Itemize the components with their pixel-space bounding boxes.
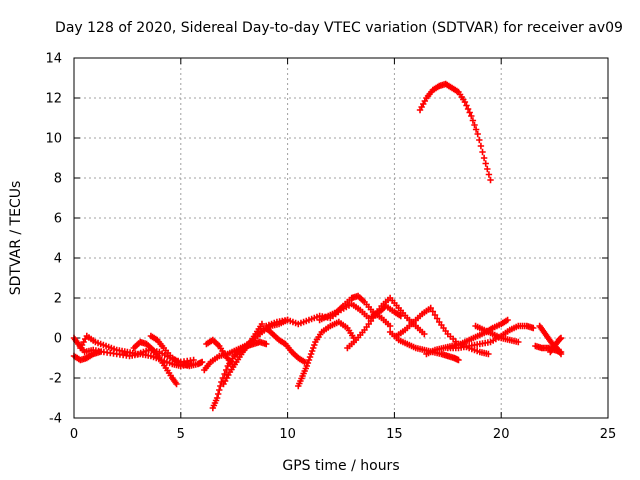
data-point xyxy=(479,148,486,156)
data-point xyxy=(433,315,441,322)
data-point xyxy=(469,117,477,124)
data-point xyxy=(173,380,180,388)
series-arc-11 xyxy=(263,324,308,366)
y-tick-label: 2 xyxy=(54,292,62,307)
series-arc-19 xyxy=(444,322,537,352)
y-axis-label: SDTVAR / TECUs xyxy=(8,181,24,296)
y-tick-label: 6 xyxy=(54,212,62,227)
data-point xyxy=(303,362,311,370)
data-point xyxy=(429,308,437,315)
data-point xyxy=(308,347,316,355)
data-point xyxy=(463,102,470,109)
x-tick-label: 15 xyxy=(386,427,403,442)
data-point xyxy=(487,176,494,184)
data-point xyxy=(471,121,478,129)
x-tick-label: 5 xyxy=(177,427,185,442)
y-tick-label: 0 xyxy=(54,332,62,347)
y-tick-label: 8 xyxy=(54,172,62,187)
y-tick-label: -2 xyxy=(49,372,62,387)
x-tick-label: 10 xyxy=(279,427,296,442)
x-tick-label: 0 xyxy=(70,427,78,442)
x-axis-label: GPS time / hours xyxy=(282,458,399,474)
data-point xyxy=(472,126,480,133)
series-arc-23 xyxy=(547,334,565,356)
data-point xyxy=(198,358,206,366)
data-point xyxy=(476,136,483,144)
data-point xyxy=(464,105,472,113)
data-point xyxy=(301,358,308,366)
data-point xyxy=(557,350,565,358)
y-tick-label: 4 xyxy=(54,252,62,267)
data-series xyxy=(70,80,565,412)
plot-frame xyxy=(73,57,609,419)
series-arc-9 xyxy=(203,336,236,368)
data-point xyxy=(485,350,492,358)
series-arc-16 xyxy=(393,304,492,358)
data-point xyxy=(263,340,270,348)
data-point xyxy=(431,311,439,319)
series-arc-12 xyxy=(295,318,358,390)
grid-lines xyxy=(74,58,608,418)
data-point xyxy=(310,344,317,352)
data-point xyxy=(461,98,469,106)
data-point xyxy=(421,330,428,338)
axis-ticks: 0 5 10 15 20 25 -4 -2 0 2 4 6 8 10 12 14 xyxy=(45,52,616,443)
series-arc-14 xyxy=(344,294,428,352)
data-point xyxy=(427,304,434,312)
data-point xyxy=(485,171,493,178)
data-point xyxy=(477,142,485,150)
chart-title: Day 128 of 2020, Sidereal Day-to-day VTE… xyxy=(55,20,623,36)
data-point xyxy=(504,316,511,324)
data-point xyxy=(258,320,266,328)
data-point xyxy=(311,341,318,349)
series-arc-20 xyxy=(472,322,522,346)
data-point xyxy=(530,324,537,332)
x-tick-label: 25 xyxy=(600,427,617,442)
series-arc-13 xyxy=(316,292,394,330)
data-point xyxy=(304,359,312,367)
series-arc-5 xyxy=(147,332,206,370)
y-tick-label: 14 xyxy=(45,52,62,67)
y-tick-label: 10 xyxy=(45,132,62,147)
data-point xyxy=(307,350,315,358)
data-point xyxy=(484,165,491,173)
x-tick-label: 20 xyxy=(493,427,510,442)
series-arc-4 xyxy=(130,338,180,388)
data-point xyxy=(455,356,462,364)
data-point xyxy=(468,112,475,120)
data-point xyxy=(305,356,313,364)
data-point xyxy=(515,338,522,346)
data-point xyxy=(557,334,565,342)
data-point xyxy=(306,353,314,361)
data-point xyxy=(228,360,236,368)
data-point xyxy=(214,390,222,398)
y-tick-label: 12 xyxy=(45,92,62,107)
data-point xyxy=(482,160,489,167)
data-point xyxy=(222,366,230,374)
data-point xyxy=(216,386,223,394)
data-point xyxy=(221,370,228,378)
data-point xyxy=(213,394,221,402)
data-point xyxy=(217,382,224,390)
y-tick-label: -4 xyxy=(49,412,62,427)
data-point xyxy=(474,130,481,138)
data-point xyxy=(480,154,488,162)
data-point xyxy=(466,109,473,116)
series-arc-17 xyxy=(416,80,494,184)
data-point xyxy=(386,322,394,330)
